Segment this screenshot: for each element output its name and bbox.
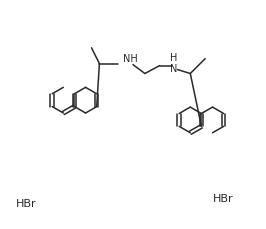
Text: N: N xyxy=(170,64,177,74)
Text: HBr: HBr xyxy=(15,199,36,209)
Text: HBr: HBr xyxy=(213,194,234,204)
Text: H: H xyxy=(170,53,177,63)
Text: NH: NH xyxy=(123,54,138,64)
